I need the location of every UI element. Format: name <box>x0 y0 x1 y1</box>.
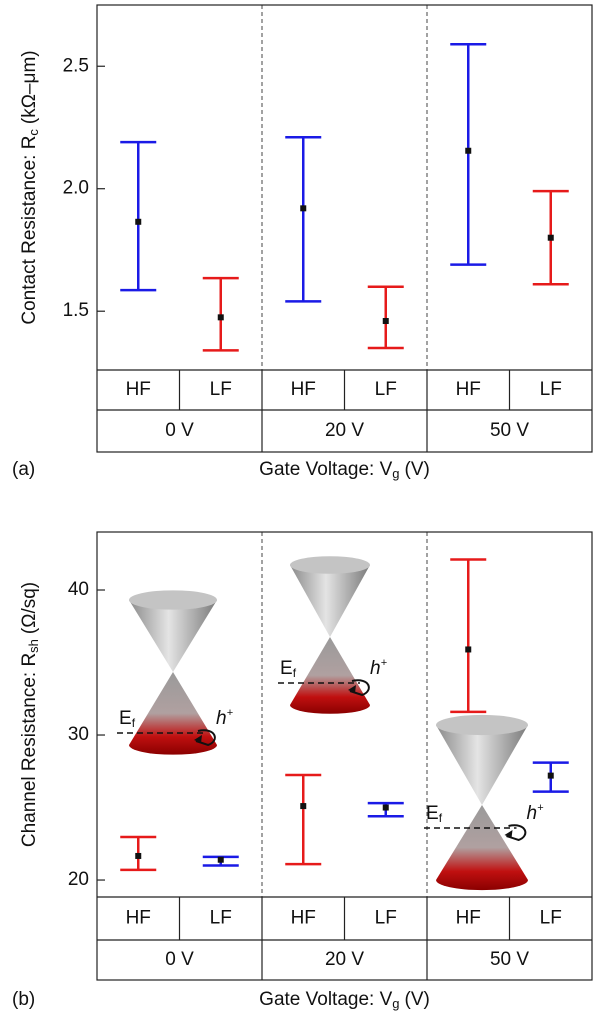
hole-superscript: + <box>227 707 234 719</box>
cone-upper <box>290 565 370 637</box>
fermi-subscript: f <box>293 666 297 680</box>
group-label: 50 V <box>490 949 529 970</box>
hole-arrow <box>195 729 216 747</box>
x-label-unit: (V) <box>405 459 430 480</box>
hole-arrowhead <box>194 735 202 743</box>
cone-top <box>129 590 217 610</box>
fermi-subscript: f <box>439 811 443 825</box>
fermi-symbol: E <box>426 803 439 824</box>
fermi-label: Ef <box>280 658 297 680</box>
mean-marker <box>135 852 142 859</box>
category-label: HF <box>126 379 151 400</box>
category-label: HF <box>126 908 151 929</box>
category-label: LF <box>540 379 562 400</box>
mean-marker <box>465 646 472 653</box>
mean-marker <box>135 218 142 225</box>
hole-arrow <box>349 679 370 697</box>
hole-arrowhead <box>348 685 356 693</box>
y-label-main: Channel Resistance: R <box>19 653 40 847</box>
group-label: 0 V <box>165 949 194 970</box>
y-tick-label: 40 <box>68 579 89 600</box>
y-tick-label: 2.5 <box>63 55 89 76</box>
fermi-subscript: f <box>132 716 136 730</box>
panel-label: (b) <box>12 989 35 1010</box>
y-label-sub: c <box>26 129 41 136</box>
fermi-symbol: E <box>119 708 132 729</box>
cone-upper <box>436 725 528 805</box>
hole-symbol: h <box>527 803 538 824</box>
group-label: 0 V <box>165 420 194 441</box>
category-label: LF <box>540 908 562 929</box>
category-label: LF <box>210 379 232 400</box>
mean-marker <box>382 318 389 325</box>
hole-symbol: h <box>370 658 381 679</box>
cone-lower <box>129 672 217 755</box>
y-tick-label: 20 <box>68 869 89 890</box>
y-axis-label: Channel Resistance: Rsh (Ω/sq) <box>19 582 41 847</box>
y-tick-label: 30 <box>68 724 89 745</box>
category-label: LF <box>210 908 232 929</box>
cone-top <box>290 556 370 574</box>
group-label: 20 V <box>325 420 364 441</box>
hole-symbol: h <box>216 708 227 729</box>
mean-marker <box>382 804 389 811</box>
mean-marker <box>300 803 307 810</box>
category-label: LF <box>375 379 397 400</box>
hole-arrowhead <box>504 830 513 838</box>
y-label-unit: (kΩ–μm) <box>19 50 40 124</box>
fermi-label: Ef <box>119 708 136 730</box>
group-label: 20 V <box>325 949 364 970</box>
cone-lower <box>290 637 370 714</box>
category-label: LF <box>375 908 397 929</box>
mean-marker <box>465 147 472 154</box>
category-label: HF <box>456 379 481 400</box>
x-axis-label: Gate Voltage: Vg (V) <box>259 989 430 1011</box>
hole-superscript: + <box>537 802 544 814</box>
fermi-symbol: E <box>280 658 293 679</box>
y-axis-label: Contact Resistance: Rc (kΩ–μm) <box>19 50 41 324</box>
y-label-main: Contact Resistance: R <box>19 136 40 325</box>
hole-label: h+ <box>527 802 545 824</box>
category-label: HF <box>291 379 316 400</box>
cone-lower <box>436 805 528 891</box>
x-axis-label: Gate Voltage: Vg (V) <box>259 459 430 481</box>
cone-upper <box>129 600 217 672</box>
mean-marker <box>300 205 307 212</box>
mean-marker <box>547 234 554 241</box>
y-label-unit: (Ω/sq) <box>19 582 40 634</box>
x-label-sub: g <box>392 996 399 1011</box>
hole-label: h+ <box>370 657 388 679</box>
plot-frame <box>96 531 593 981</box>
panel-label: (a) <box>12 459 35 480</box>
mean-marker <box>217 856 224 863</box>
mean-marker <box>217 314 224 321</box>
y-tick-label: 2.0 <box>63 178 89 199</box>
y-tick-label: 1.5 <box>63 300 89 321</box>
plot-frame <box>96 4 593 453</box>
hole-superscript: + <box>381 657 388 669</box>
cone-top <box>436 714 528 736</box>
category-label: HF <box>456 908 481 929</box>
category-label: HF <box>291 908 316 929</box>
x-label-sub: g <box>392 466 399 481</box>
y-label-sub: sh <box>26 639 41 653</box>
x-label-unit: (V) <box>405 989 430 1010</box>
hole-arrow <box>506 824 527 842</box>
mean-marker <box>547 772 554 779</box>
hole-label: h+ <box>216 707 234 729</box>
x-label-main: Gate Voltage: V <box>259 459 392 480</box>
fermi-label: Ef <box>426 803 443 825</box>
x-label-main: Gate Voltage: V <box>259 989 392 1010</box>
group-label: 50 V <box>490 420 529 441</box>
